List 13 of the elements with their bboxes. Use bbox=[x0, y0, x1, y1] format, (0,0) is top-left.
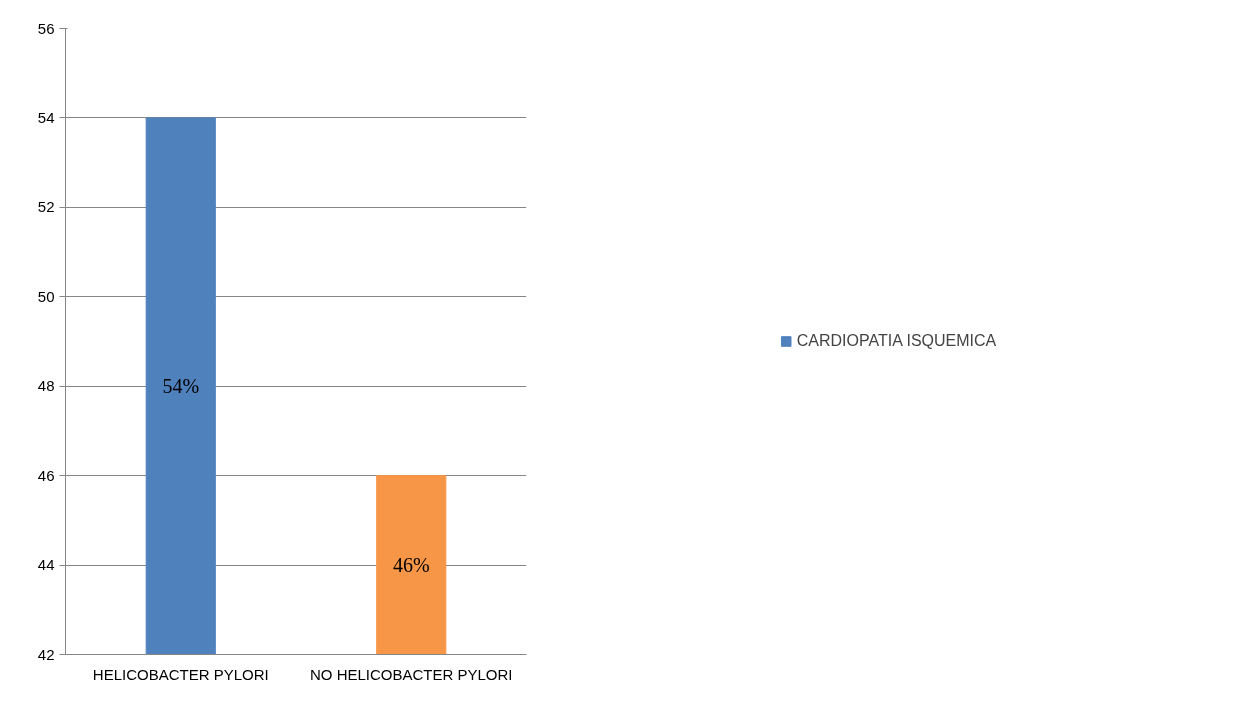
x-tick-label: NO HELICOBACTER PYLORI bbox=[309, 665, 513, 683]
y-tick-label: 54 bbox=[37, 108, 55, 126]
y-tick-label: 46 bbox=[37, 466, 55, 484]
data-label: 54% bbox=[162, 375, 200, 398]
y-tick-label: 48 bbox=[37, 377, 55, 395]
y-tick-label: 42 bbox=[37, 645, 55, 663]
y-tick-label: 44 bbox=[37, 556, 55, 574]
x-tick-label: HELICOBACTER PYLORI bbox=[92, 665, 269, 683]
y-tick-label: 50 bbox=[37, 287, 55, 305]
y-tick-label: 56 bbox=[37, 19, 55, 37]
data-label: 46% bbox=[392, 554, 430, 577]
y-tick-label: 52 bbox=[37, 198, 55, 216]
legend-label: CARDIOPATIA ISQUEMICA bbox=[796, 332, 997, 350]
